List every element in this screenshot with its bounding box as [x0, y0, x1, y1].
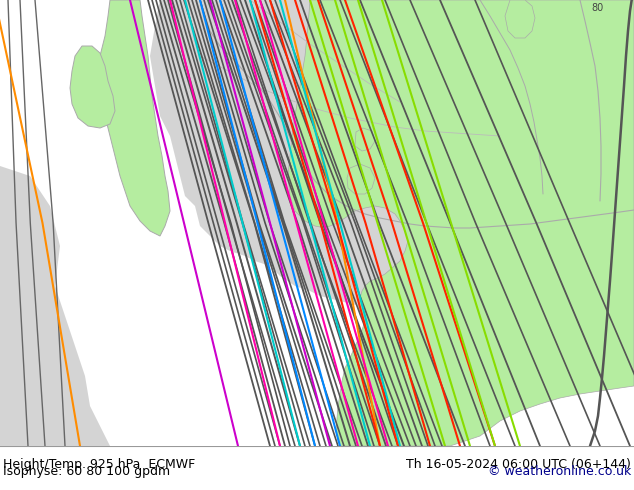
Polygon shape — [347, 164, 375, 194]
Text: Isophyse: 60 80 100 gpdm: Isophyse: 60 80 100 gpdm — [3, 465, 171, 478]
Polygon shape — [505, 0, 535, 38]
Text: © weatheronline.co.uk: © weatheronline.co.uk — [488, 465, 631, 478]
Polygon shape — [0, 0, 110, 446]
Polygon shape — [70, 46, 115, 128]
Text: Th 16-05-2024 06:00 UTC (06+144): Th 16-05-2024 06:00 UTC (06+144) — [406, 458, 631, 471]
Polygon shape — [355, 128, 375, 151]
Text: Height/Temp. 925 hPa  ECMWF: Height/Temp. 925 hPa ECMWF — [3, 458, 195, 471]
Polygon shape — [98, 0, 170, 236]
Polygon shape — [150, 0, 634, 346]
Text: 80: 80 — [592, 3, 604, 13]
Polygon shape — [288, 0, 634, 446]
